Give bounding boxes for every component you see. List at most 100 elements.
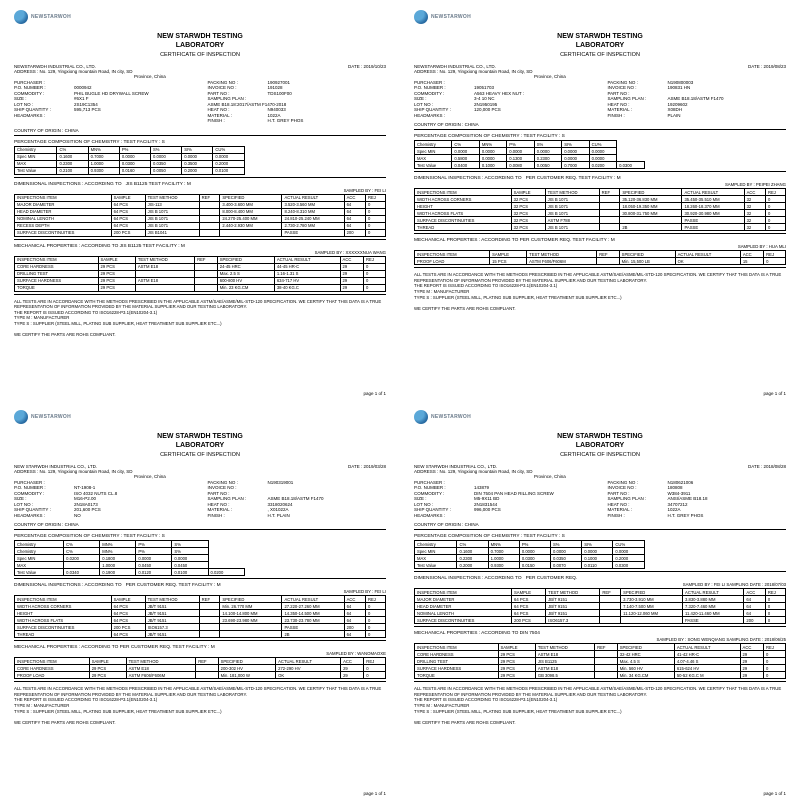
field-row: PART NO : — [207, 491, 386, 496]
field-row: MATERIAL :1022A — [207, 113, 386, 118]
chem-label: PERCENTAGE COMPOSITION OF CHEMISTRY : TE… — [14, 534, 386, 539]
field-row: HEADMARKS : — [414, 113, 593, 118]
brand-text: NEWSTARWOH — [31, 414, 71, 420]
logo-icon — [14, 10, 28, 24]
field-row: COMMODITY :DIN 7504 PAN HEAD RILLING SCR… — [414, 491, 593, 496]
dim-sampled: SAMPLED BY : FEI LI — [14, 589, 386, 594]
field-row: P.O. NUMBER :NT-1908-1 — [14, 485, 193, 490]
field-row: LOT NO : 2N1831544 — [414, 502, 593, 507]
field-row: FINISH :H.T. GREY PHOS — [207, 118, 386, 123]
chem-label: PERCENTAGE COMPOSITION OF CHEMISTRY : TE… — [414, 134, 786, 139]
mechanical-table: INSPECTIONS ITEMSAMPLETEST METHODREFSPEC… — [14, 256, 386, 292]
field-row: PART NO : — [607, 91, 786, 96]
field-row: PACKING NO : N180621006 — [607, 480, 786, 485]
mech-label: MECHANICAL PROPERTIES : ACCORDING TO JIS… — [14, 244, 386, 249]
field-row: PART NO : W384-3911 — [607, 491, 786, 496]
mechanical-table: INSPECTIONS ITEMSAMPLETEST METHODREFSPEC… — [414, 250, 786, 265]
logo-icon — [14, 410, 28, 424]
field-row: MATERIAL :, X01022A — [207, 507, 386, 512]
field-row: HEADMARKS : — [14, 113, 193, 118]
field-row: SAMPLING PLAN :ASME B18.18/ASTM F1470 — [607, 96, 786, 101]
field-row: COMMODITY :PHIL BUGLE HD DRYWALL SCREW — [14, 91, 193, 96]
coo: COUNTRY OF ORIGIN : CHINA — [14, 128, 386, 133]
field-row: FINISH :H.T. PLAIN — [207, 513, 386, 518]
field-row: HEAT NO : 19209602 — [607, 102, 786, 107]
header-fields: PURCHASER :P.O. NUMBER :NT-1908-1COMMODI… — [14, 479, 386, 518]
header-fields: PURCHASER :P.O. NUMBER : 143879COMMODITY… — [414, 479, 786, 518]
field-row: MATERIAL :X08DH — [607, 107, 786, 112]
dimensional-table: INSPECTIONS ITEMSAMPLETEST METHODREFSPEC… — [14, 194, 386, 237]
field-row: FINISH :PLAIN — [607, 113, 786, 118]
field-row: HEADMARKS :NO — [14, 513, 193, 518]
footer-notes: ALL TESTS ARE IN ACCORDANCE WITH THE MET… — [14, 686, 386, 725]
dimensional-table: INSPECTIONS ITEMSAMPLETEST METHODREFSPEC… — [14, 595, 386, 638]
chemistry-table: ChemistryC%MN%P%S%SI%CU%Spec MIN0.16000.… — [414, 540, 645, 569]
field-row: COMMODITY :A563 HEAVY HEX NUT : — [414, 91, 593, 96]
mech-label: MECHANICAL PROPERTIES : ACCORDING TO DIN… — [414, 631, 786, 636]
dim-label: DIMENSIONAL INSPECTIONS : ACCORDING TO P… — [414, 176, 786, 181]
field-row: SAMPLING PLAN : — [207, 96, 386, 101]
field-row: HEAT NO : 3318020624 — [207, 502, 386, 507]
dimensional-table: INSPECTIONS ITEMSAMPLETEST METHODREFSPEC… — [414, 188, 786, 231]
company-title: NEW STARWDH TESTINGLABORATORY — [14, 32, 386, 50]
footer-notes: ALL TESTS ARE IN ACCORDANCE WITH THE MET… — [14, 299, 386, 338]
field-row: LOT NO : 2S19C1354 — [14, 102, 193, 107]
brand-text: NEWSTARWOH — [431, 14, 471, 20]
cert-subtitle: CERTIFICATE OF INSPECTION — [414, 452, 786, 458]
mech-sampled: SAMPLED BY : WANOMAOXE — [14, 651, 386, 656]
field-row: INVOICE NO : 190831 HN — [607, 85, 786, 90]
field-row: HEAT NO : 34707212 — [607, 502, 786, 507]
header-line: NEW STARWDH INDUSTRIAL CO., LTD.ADDRESS … — [14, 464, 386, 479]
field-row: P.O. NUMBER : 19051703 — [414, 85, 593, 90]
dim-sampled: SAMPLED BY : PEIPEI ZHANG — [414, 182, 786, 187]
field-row: LOT NO : 2N1950195 — [414, 102, 593, 107]
field-row: FINISH :H.T. GREY PHOS — [607, 513, 786, 518]
field-row: P.O. NUMBER : 143879 — [414, 485, 593, 490]
dim-label: DIMENSIONAL INSPECTIONS : ACCORDING TO P… — [414, 576, 786, 581]
field-row: PURCHASER : — [14, 80, 193, 85]
logo: NEWSTARWOH — [14, 10, 386, 24]
field-row: P.O. NUMBER : 0000942 — [14, 85, 193, 90]
field-row: PURCHASER : — [414, 80, 593, 85]
coo: COUNTRY OF ORIGIN : CHINA — [414, 522, 786, 527]
field-row: SHIP QUANTITY :595,713 PCS — [14, 107, 193, 112]
field-row: INVOICE NO : — [207, 485, 386, 490]
field-row: SAMPLING PLAN :ANSI/ASME B18.18 — [607, 496, 786, 501]
footer-notes: ALL TESTS ARE IN ACCORDANCE WITH THE MET… — [414, 272, 786, 311]
logo: NEWSTARWOH — [414, 410, 786, 424]
field-row: SAMPLING PLAN :ASME B18.18/ASTM F1470 — [207, 496, 386, 501]
chemistry-table: ChemistryC%MN%P%S%SI%CU%Spec MIN0.16000.… — [14, 146, 245, 175]
field-row: PACKING NO : N190800003 — [607, 80, 786, 85]
mech-sampled: SAMPLED BY : SONG WENQIANG SAMPLING DATE… — [414, 637, 786, 642]
brand-text: NEWSTARWOH — [431, 414, 471, 420]
coo: COUNTRY OF ORIGIN : CHINA — [14, 522, 386, 527]
dim-sampled: SAMPLED BY : FEI LI SAMPLING DATE : 2018… — [414, 582, 786, 587]
logo: NEWSTARWOH — [414, 10, 786, 24]
mech-label: MECHANICAL PROPERTIES : ACCORDING TO PER… — [414, 238, 786, 243]
cert-subtitle: CERTIFICATE OF INSPECTION — [14, 452, 386, 458]
field-row: HEAT NO : N940033 — [207, 107, 386, 112]
chemistry-table: ChemistryC%MN%P%S%SI%CU%Spec MIN0.00000.… — [414, 140, 645, 169]
field-row: LOT NO : 2N18A0173 — [14, 502, 193, 507]
field-row: COMMODITY :ISO 4032 NUTS CL.8 — [14, 491, 193, 496]
dim-label: DIMENSIONAL INSPECTIONS : ACCORDING TO P… — [14, 583, 386, 588]
field-row: SHIP QUANTITY :201,600 PCS — [14, 507, 193, 512]
field-row: SIZE :3-4 10 NC — [414, 96, 593, 101]
mechanical-table: INSPECTIONS ITEMSAMPLETEST METHODREFSPEC… — [414, 643, 786, 679]
footer-notes: ALL TESTS ARE IN ACCORDANCE WITH THE MET… — [414, 686, 786, 725]
field-row: PURCHASER : — [414, 480, 593, 485]
field-row: PART NO : TDS100F00 — [207, 91, 386, 96]
coo: COUNTRY OF ORIGIN : CHINA — [414, 122, 786, 127]
page-footer: page 1 of 1 — [363, 791, 386, 796]
company-title: NEW STARWDH TESTINGLABORATORY — [14, 432, 386, 450]
chemistry-table: ChemistryC%MN%P%S%ChemistryC%MN%P%S%Spec… — [14, 540, 245, 576]
logo-icon — [414, 10, 428, 24]
cert-subtitle: CERTIFICATE OF INSPECTION — [414, 52, 786, 58]
field-row: PACKING NO : 190927001 — [207, 80, 386, 85]
header-fields: PURCHASER :P.O. NUMBER : 0000942COMMODIT… — [14, 79, 386, 124]
mech-sampled: SAMPLED BY : HUA MLI — [414, 244, 786, 249]
header-fields: PURCHASER :P.O. NUMBER : 19051703COMMODI… — [414, 79, 786, 118]
field-row: INVOICE NO : 180808 — [607, 485, 786, 490]
brand-text: NEWSTARWOH — [31, 14, 71, 20]
field-row: SIZE :#6X1 F — [14, 96, 193, 101]
